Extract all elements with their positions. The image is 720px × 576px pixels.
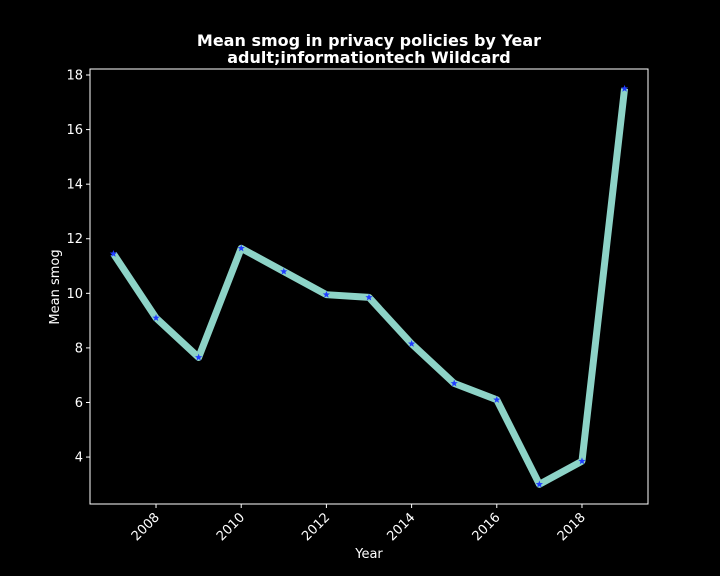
y-tick-label: 4: [75, 451, 83, 466]
y-tick-label: 16: [66, 123, 83, 138]
data-point-star-marker: [280, 267, 288, 275]
y-tick-label: 8: [75, 341, 83, 356]
series-layer: [109, 84, 629, 488]
data-point-star-marker: [109, 249, 118, 257]
plot-area: [89, 68, 649, 505]
data-point-star-marker: [620, 84, 629, 92]
data-point-star-marker: [578, 457, 586, 465]
y-tick-label: 10: [66, 287, 83, 302]
data-point-star-marker: [322, 290, 331, 298]
data-point-star-marker: [493, 395, 501, 403]
data-point-star-marker: [450, 379, 458, 387]
y-tick-label: 18: [66, 69, 83, 84]
axes-frame: [89, 68, 649, 505]
data-point-star-marker: [152, 314, 160, 321]
data-point-star-marker: [365, 293, 373, 301]
data-point-star-marker: [535, 480, 543, 488]
x-axis-label: Year: [354, 547, 383, 562]
y-tick-label: 12: [66, 232, 83, 247]
y-axis-label: Mean smog: [48, 249, 63, 324]
data-point-star-marker: [407, 340, 416, 347]
y-axis: 4 6 8 10 12 14 16 18: [66, 69, 90, 466]
data-point-star-marker: [237, 244, 245, 252]
chart-subtitle: adult;informationtech Wildcard: [227, 48, 511, 67]
data-point-star-marker: [195, 353, 203, 361]
y-tick-label: 14: [66, 178, 83, 193]
chart-title: Mean smog in privacy policies by Year: [197, 31, 541, 50]
y-tick-label: 6: [75, 396, 83, 411]
